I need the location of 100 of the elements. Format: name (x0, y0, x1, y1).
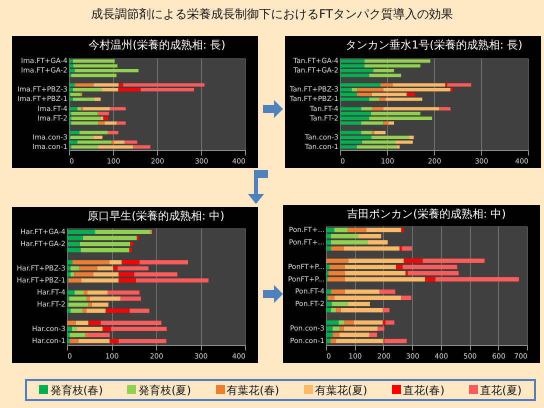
bar (401, 296, 412, 300)
bar (372, 130, 374, 134)
bar (344, 320, 354, 325)
bar (422, 258, 485, 263)
bar (354, 320, 383, 325)
bar (344, 264, 396, 270)
legend-label: 有葉花(夏) (314, 384, 368, 396)
bar (70, 266, 80, 270)
bar (425, 277, 436, 282)
bar (348, 258, 404, 263)
bar (86, 296, 90, 301)
legend-label: 発育枝(春) (50, 384, 103, 396)
bar (111, 326, 167, 332)
bar (93, 136, 102, 140)
bar (83, 236, 137, 240)
bar (326, 264, 330, 270)
bar (447, 83, 472, 87)
bar (100, 116, 104, 120)
bar (344, 246, 400, 251)
bar (104, 121, 117, 125)
bar (68, 278, 82, 283)
bar (94, 98, 101, 101)
bar (82, 308, 87, 313)
bar (402, 246, 412, 251)
bar (379, 290, 396, 294)
bar (334, 228, 348, 232)
bar (70, 338, 79, 344)
bar (109, 130, 118, 134)
bar (67, 230, 96, 234)
bar (382, 308, 390, 312)
bar (90, 296, 120, 301)
bar (340, 308, 383, 312)
legend-label: 直花(夏) (480, 384, 522, 396)
bar (116, 121, 126, 125)
bar (134, 272, 178, 276)
bar (374, 130, 386, 134)
bar (80, 242, 130, 246)
legend-label: 発育枝(夏) (138, 384, 192, 396)
bar (338, 320, 344, 325)
bar (102, 326, 112, 332)
bar (110, 107, 126, 110)
bar (330, 246, 344, 251)
chart-title: 吉田ポンカン(栄養的成熟相: 中) (347, 208, 506, 221)
bar (69, 296, 87, 301)
bar (87, 332, 110, 338)
bar (326, 258, 348, 263)
bar (84, 290, 88, 295)
bar (404, 258, 423, 263)
bar (379, 98, 386, 101)
bar (74, 290, 84, 295)
bar (401, 228, 404, 232)
bar (103, 116, 108, 120)
bar (70, 332, 86, 338)
bar (95, 230, 150, 234)
bar (88, 320, 101, 325)
bar (130, 308, 150, 313)
bar (439, 107, 450, 110)
bar (330, 308, 336, 312)
bar (383, 107, 440, 110)
legend-label: 有葉花(春) (226, 384, 280, 396)
bar (378, 326, 384, 331)
bar (118, 278, 136, 283)
bar (406, 92, 415, 96)
bar (74, 83, 94, 87)
bar (76, 320, 88, 325)
bar (329, 264, 345, 270)
bar (332, 326, 340, 331)
bar (352, 88, 357, 92)
bar (106, 308, 130, 313)
bar (93, 272, 119, 276)
bar (136, 278, 209, 283)
bar (67, 290, 75, 295)
bar (348, 302, 370, 306)
chart-title: 今村温州(栄養的成熟相: 長) (88, 38, 226, 52)
bar (326, 246, 331, 251)
bar (78, 338, 110, 344)
bar (326, 338, 330, 344)
bar (67, 320, 76, 325)
bar (67, 242, 80, 246)
chart-title: 原口早生(栄養的成熟相: 中) (88, 209, 224, 222)
bar (67, 272, 71, 276)
bar (72, 326, 76, 332)
bar (76, 326, 103, 332)
bar (402, 264, 458, 270)
bar (450, 88, 453, 92)
bar (70, 272, 74, 276)
bar (118, 272, 134, 276)
bar (88, 302, 92, 307)
legend-label: 直花(春) (402, 384, 444, 396)
bar (100, 320, 162, 325)
bar (130, 242, 133, 246)
bar (369, 98, 380, 101)
bar (348, 228, 366, 232)
bar (113, 266, 118, 270)
bar (122, 260, 140, 264)
bar (326, 308, 331, 312)
bar (80, 248, 130, 252)
bar (384, 338, 407, 344)
bar (369, 332, 378, 337)
bar (67, 326, 72, 332)
